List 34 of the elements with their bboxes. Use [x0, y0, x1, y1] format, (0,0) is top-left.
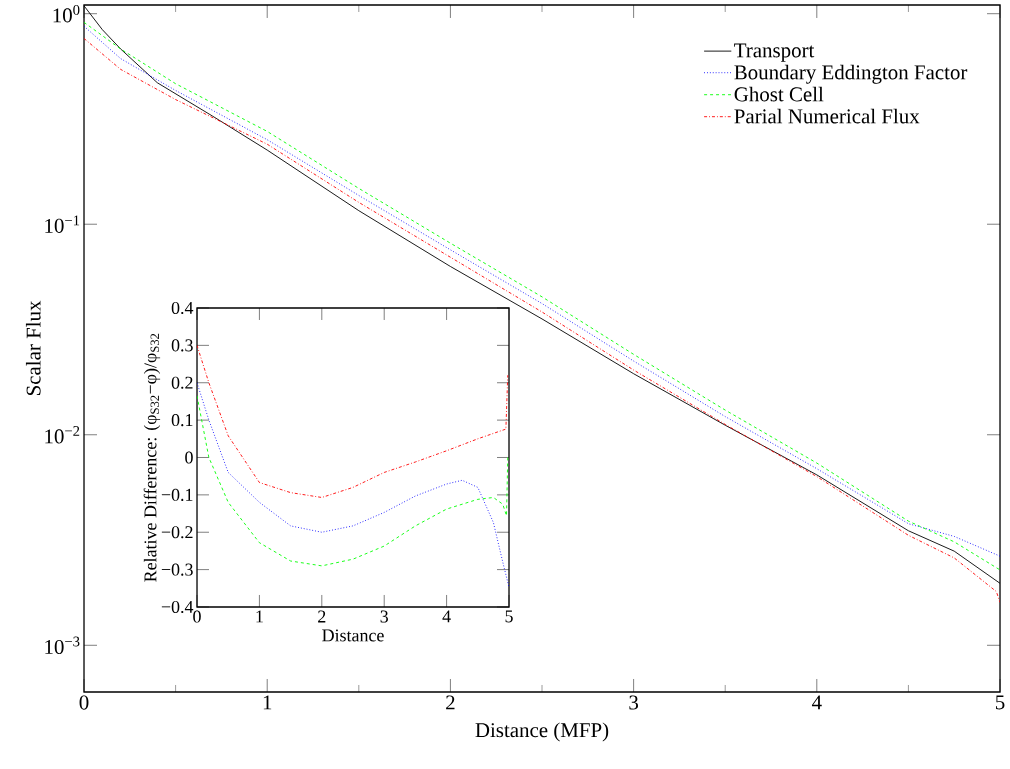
y-tick-label: 0.4	[171, 301, 194, 315]
x-axis-title: Distance (MFP)	[475, 722, 609, 742]
legend-label: Parial Numerical Flux	[734, 108, 920, 124]
y-tick-label: 10$^{−2}$	[45, 426, 80, 444]
line-series	[197, 395, 509, 567]
y-axis-title: Scalar Flux	[25, 300, 41, 396]
legend-label: Ghost Cell	[734, 86, 824, 102]
x-axis-title: Distance	[322, 629, 384, 642]
x-tick-label: 3	[380, 610, 388, 623]
x-tick-label: 4	[811, 695, 822, 710]
legend-label: Boundary Eddington Factor	[734, 64, 968, 84]
line-series	[197, 382, 509, 588]
y-tick-label: 10$^{−3}$	[45, 636, 80, 654]
x-tick-label: 2	[446, 695, 455, 710]
y-tick-label: 10$^{−1}$	[45, 215, 80, 233]
y-axis-title: Relative Difference: (φ$_{S32}$−φ)/φ$_{S32}$	[143, 333, 161, 582]
y-tick-label: −0.1	[161, 488, 193, 501]
x-tick-label: 1	[263, 695, 272, 710]
y-tick-label: −0.2	[161, 526, 193, 539]
line-series	[197, 344, 509, 498]
y-tick-label: −0.3	[161, 563, 193, 576]
y-tick-label: −0.4	[161, 600, 194, 614]
y-tick-label: 0.1	[171, 414, 193, 427]
y-tick-label: 10$^{0}$	[53, 4, 80, 23]
y-tick-label: 0.2	[171, 376, 193, 389]
x-tick-label: 5	[505, 610, 513, 623]
x-tick-label: 1	[256, 610, 263, 623]
y-tick-label: 0	[185, 451, 193, 464]
x-tick-label: 2	[318, 610, 326, 623]
x-tick-label: 5	[996, 695, 1005, 710]
legend-label: Transport	[734, 43, 815, 62]
x-tick-label: 3	[629, 695, 639, 710]
y-tick-label: 0.3	[171, 339, 193, 352]
x-tick-label: 4	[442, 610, 451, 623]
